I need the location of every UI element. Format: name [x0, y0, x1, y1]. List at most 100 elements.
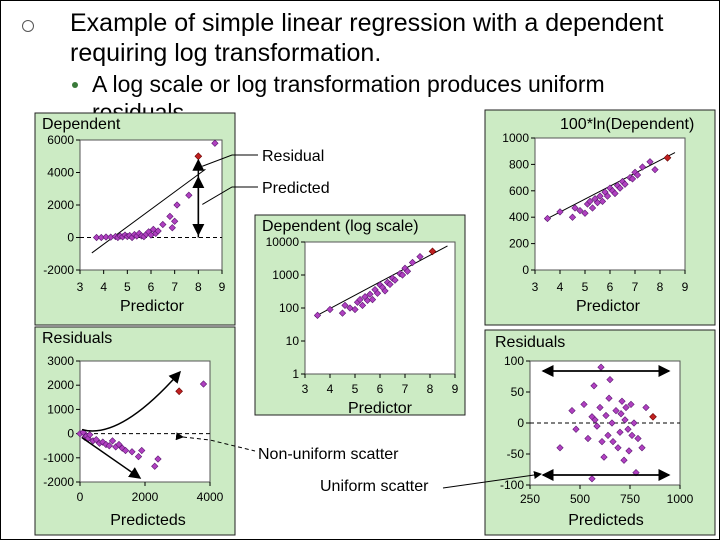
data-point	[621, 416, 629, 424]
data-point	[604, 431, 612, 440]
data-point	[416, 253, 424, 261]
data-point	[154, 227, 162, 235]
highlight-point	[649, 412, 657, 421]
data-point	[605, 394, 613, 402]
data-point	[185, 191, 193, 199]
y-tick-label: 0	[67, 231, 74, 245]
x-tick-label: 8	[657, 280, 664, 294]
data-point	[313, 311, 322, 319]
predicted-leader	[202, 186, 258, 205]
data-point	[366, 290, 374, 298]
y-tick-label: 0	[517, 416, 524, 430]
data-point	[638, 163, 647, 171]
bullet-circle-icon	[22, 20, 34, 32]
y-tick-label: 2000	[47, 198, 74, 212]
data-point	[108, 437, 117, 445]
data-point	[612, 406, 620, 415]
data-point	[368, 295, 377, 304]
y-tick-label: 1000	[502, 131, 529, 145]
y-tick-label: 600	[509, 184, 529, 198]
data-point	[591, 416, 599, 424]
data-point	[593, 422, 601, 430]
chart-log_scale: Dependent (log scale) 1 10 100 1000 10000 3 4 5 6…	[254, 214, 466, 417]
data-point	[634, 434, 642, 443]
y-tick-label: -1000	[43, 451, 74, 465]
data-point	[358, 301, 367, 310]
y-tick-label: 100	[279, 301, 299, 315]
data-point	[581, 209, 589, 217]
data-point	[584, 434, 592, 443]
data-point	[138, 446, 146, 455]
chart-title: 100*ln(Dependent)	[560, 116, 694, 133]
x-axis-label: Predictor	[348, 400, 413, 417]
y-tick-label: -100	[500, 478, 524, 492]
data-point	[596, 192, 604, 200]
data-point	[102, 233, 110, 241]
data-point	[356, 295, 364, 304]
upper-fan-arrow	[81, 370, 181, 432]
data-point	[608, 419, 616, 427]
data-point	[173, 201, 181, 209]
plot-area	[304, 241, 456, 375]
data-point	[611, 189, 619, 198]
data-point	[590, 382, 598, 390]
x-tick-label: 7	[632, 280, 639, 294]
data-point	[408, 258, 417, 267]
y-tick-label: 0	[522, 263, 529, 277]
chart-residuals_raw: Residuals -2000 -1000 0 1000 2000 3000 0 2000 400…	[34, 326, 236, 536]
y-tick-label: 10	[286, 334, 300, 348]
chart-title: Residuals	[495, 334, 565, 351]
data-point	[620, 456, 628, 464]
x-tick-label: 3	[302, 382, 309, 396]
x-tick-label: 500	[570, 492, 590, 506]
x-tick-label: 750	[620, 492, 640, 506]
non-uniform-leader	[175, 432, 256, 452]
data-point	[398, 271, 407, 279]
data-point	[622, 403, 630, 412]
residual-leader	[202, 154, 258, 167]
callout-residual: Residual	[262, 148, 324, 165]
x-tick-label: 4	[557, 280, 564, 294]
data-point	[134, 452, 143, 461]
data-point	[403, 267, 412, 275]
data-point	[168, 224, 176, 232]
data-point	[588, 204, 597, 212]
bullet-1-line-1: Example of simple linear regression with…	[70, 9, 664, 37]
data-point	[386, 280, 394, 288]
x-axis-label: Predictor	[576, 298, 641, 315]
data-point	[576, 206, 584, 215]
x-tick-label: 2000	[132, 490, 159, 504]
y-tick-label: 0	[67, 427, 74, 441]
data-point	[166, 212, 174, 220]
data-point	[628, 175, 637, 183]
y-tick-label: -2000	[43, 475, 74, 489]
data-point	[338, 309, 347, 317]
x-tick-label: 4	[100, 280, 107, 294]
chart-residuals_log: Residuals -100 -50 0 50 100 250 500 750 1000 Predi…	[484, 329, 716, 536]
y-tick-label: 50	[511, 385, 525, 399]
x-tick-label: 6	[377, 382, 384, 396]
data-point	[625, 447, 633, 455]
bullet-dot-icon	[72, 82, 78, 88]
data-point	[606, 375, 614, 384]
bullet-1-line-2: requiring log transformation.	[70, 39, 382, 67]
y-tick-label: 1000	[47, 402, 74, 416]
data-point	[596, 403, 604, 412]
data-point	[556, 444, 564, 452]
data-point	[572, 425, 580, 433]
data-point	[92, 436, 100, 444]
data-point	[92, 233, 101, 242]
y-tick-label: 200	[509, 237, 529, 251]
y-tick-label: 6000	[47, 133, 74, 147]
data-point	[614, 444, 622, 452]
data-point	[199, 380, 208, 388]
y-tick-label: -50	[507, 447, 525, 461]
x-tick-label: 3	[532, 280, 539, 294]
chart-title: Residuals	[42, 330, 112, 347]
callout-non-uniform: Non-uniform scatter	[258, 446, 399, 463]
data-point	[373, 289, 382, 297]
plot-area	[79, 360, 211, 483]
x-tick-label: 6	[607, 280, 614, 294]
data-point	[556, 208, 564, 216]
y-tick-label: -2000	[43, 263, 74, 277]
